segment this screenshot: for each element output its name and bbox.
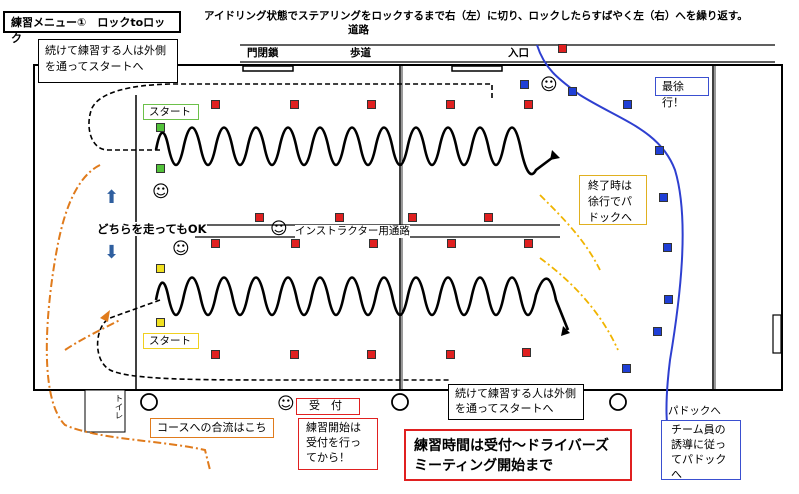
cone-icon [524,100,533,109]
cone-icon [484,213,493,222]
cone-icon [653,327,662,336]
cone-icon [524,239,533,248]
continue-note-top: 続けて練習する人は外側を通ってスタートへ [38,39,178,83]
toilet-box [84,389,126,433]
cone-icon [655,146,664,155]
finish-path-yellow-2 [539,257,619,351]
merge-note: コースへの合流はこち [150,418,274,438]
arrow-up-icon: ⬆ [104,187,120,208]
smiley-icon: ☺ [277,394,295,414]
cone-icon [663,243,672,252]
instruction-text: アイドリング状態でステアリングをロックするまで右（左）に切り、ロックしたらすばや… [204,10,748,22]
course-boundary [33,64,783,391]
wheel-icon [391,393,409,411]
finish-path-yellow [539,194,601,271]
either-ok-label: どちらを走ってもOK [97,222,207,237]
cone-icon [522,348,531,357]
arrowhead-icon [561,326,570,336]
smiley-icon: ☺ [172,239,190,259]
title-box: 練習メニュー① ロックtoロック [3,11,181,45]
page-title: 練習メニュー① ロックtoロック [11,16,166,45]
smiley-icon: ☺ [152,182,170,202]
arrowhead-icon [550,150,560,160]
paddock-head: パドックへ [668,405,721,417]
slowest-note: 最徐行！ [655,77,709,109]
cone-icon [367,100,376,109]
start-label-bottom: スタート [143,333,199,349]
wheel-icon [609,393,627,411]
cone-icon [367,350,376,359]
merge-path-orange [45,164,211,471]
zigzag-bottom [154,276,570,331]
cone-icon [156,164,165,173]
cone-icon [408,213,417,222]
entrance-label: 入口 [508,47,529,61]
dashed-path-bottom [96,299,450,381]
start-after-note: 練習開始は受付を行ってから！ [298,418,378,470]
cone-icon [290,100,299,109]
start-label-top: スタート [143,104,199,120]
merge-path-orange-2 [64,319,121,351]
cone-icon [211,350,220,359]
cone-icon [446,350,455,359]
finish-note: 終了時は徐行でパドックへ [579,175,647,225]
toilet-label: トイレ [113,394,123,420]
cone-icon [558,44,567,53]
cone-icon [211,239,220,248]
cone-icon [211,100,220,109]
cone-icon [156,318,165,327]
cone-icon [255,213,264,222]
gate-label: 門閉鎖 [247,47,279,61]
zigzag-top [154,126,557,176]
cone-icon [520,80,529,89]
instructor-path-label: インストラクター用通路 [295,225,410,239]
smiley-icon: ☺ [540,75,558,95]
cone-icon [664,295,673,304]
sidewalk-label: 歩道 [350,47,371,61]
practice-time-note: 練習時間は受付～ドライバーズミーティング開始まで [404,429,632,481]
cone-icon [156,123,165,132]
cone-icon [622,364,631,373]
arrowhead-icon [100,310,110,322]
cone-icon [659,193,668,202]
continue-note-bottom: 続けて練習する人は外側を通ってスタートへ [448,384,584,420]
dashed-path-top [88,83,493,151]
cone-icon [446,100,455,109]
cone-icon [623,100,632,109]
cone-icon [568,87,577,96]
cone-icon [290,350,299,359]
arrow-down-icon: ⬇ [104,242,120,263]
reception-label: 受 付 [296,398,360,415]
cone-icon [369,239,378,248]
side-bracket [772,314,782,354]
cone-icon [447,239,456,248]
cone-icon [156,264,165,273]
smiley-icon: ☺ [270,219,288,239]
gate-bar [242,65,294,72]
road-label: 道路 [348,24,369,36]
paddock-note: チーム員の誘導に従ってパドックへ [661,420,741,481]
cone-icon [291,239,300,248]
entrance-bar [451,65,503,72]
cone-icon [335,213,344,222]
wheel-icon [140,393,158,411]
